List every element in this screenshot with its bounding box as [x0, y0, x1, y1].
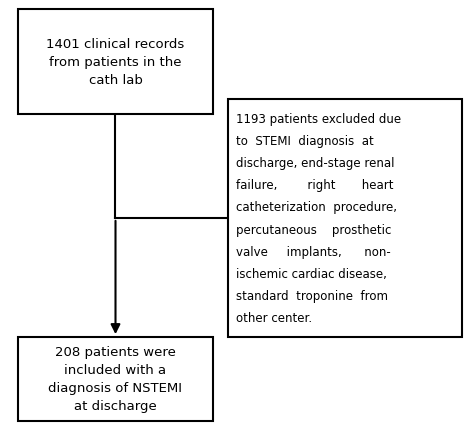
Text: percutaneous    prosthetic: percutaneous prosthetic — [236, 223, 392, 236]
Bar — [18, 10, 213, 115]
Text: 208 patients were
included with a
diagnosis of NSTEMI
at discharge: 208 patients were included with a diagno… — [48, 346, 182, 412]
Text: ischemic cardiac disease,: ischemic cardiac disease, — [236, 267, 387, 280]
Text: to  STEMI  diagnosis  at: to STEMI diagnosis at — [236, 135, 374, 147]
Text: failure,        right       heart: failure, right heart — [236, 179, 393, 192]
Bar — [18, 337, 213, 421]
Text: discharge, end-stage renal: discharge, end-stage renal — [236, 157, 394, 169]
Text: valve     implants,      non-: valve implants, non- — [236, 245, 391, 258]
Text: standard  troponine  from: standard troponine from — [236, 289, 388, 302]
Text: 1193 patients excluded due: 1193 patients excluded due — [236, 112, 401, 125]
Text: catheterization  procedure,: catheterization procedure, — [236, 201, 397, 214]
Bar — [228, 100, 462, 337]
Text: 1401 clinical records
from patients in the
cath lab: 1401 clinical records from patients in t… — [46, 38, 185, 87]
Text: other center.: other center. — [236, 312, 312, 325]
